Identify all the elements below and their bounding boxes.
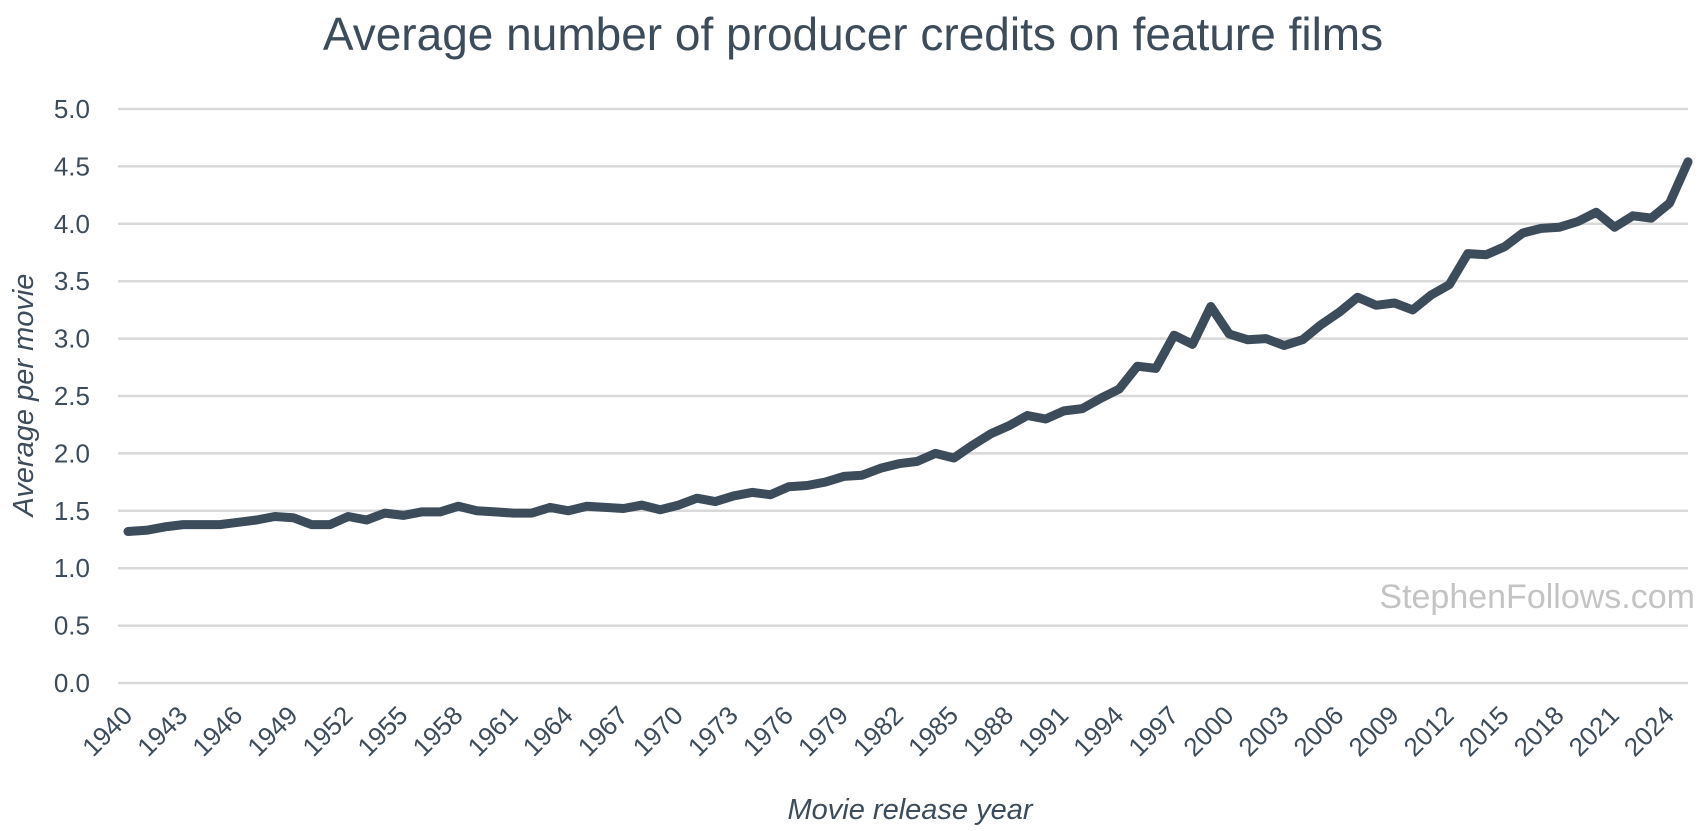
y-tick-label: 5.0 <box>54 94 90 124</box>
x-tick-label: 1973 <box>682 700 744 762</box>
x-tick-label: 1943 <box>131 700 193 762</box>
series-line-0 <box>123 157 1693 536</box>
y-tick-label: 2.5 <box>54 381 90 411</box>
x-tick-label: 1958 <box>406 700 468 762</box>
x-axis-ticks: 1940194319461949195219551958196119641967… <box>76 700 1680 762</box>
x-tick-label: 1997 <box>1122 700 1184 762</box>
chart-title: Average number of producer credits on fe… <box>323 8 1383 60</box>
watermark: StephenFollows.com <box>1379 578 1695 616</box>
x-tick-label: 1940 <box>76 700 138 762</box>
x-tick-label: 2012 <box>1398 700 1460 762</box>
x-tick-label: 2006 <box>1287 700 1349 762</box>
x-tick-label: 1952 <box>296 700 358 762</box>
series-layer <box>123 157 1693 536</box>
x-tick-label: 2021 <box>1563 700 1625 762</box>
x-tick-label: 2015 <box>1453 700 1515 762</box>
x-tick-label: 2018 <box>1508 700 1570 762</box>
gridlines <box>118 107 1688 685</box>
x-tick-label: 1961 <box>462 700 524 762</box>
x-tick-label: 1949 <box>241 700 303 762</box>
x-tick-label: 1979 <box>792 700 854 762</box>
x-tick-label: 1970 <box>627 700 689 762</box>
y-tick-label: 4.0 <box>54 209 90 239</box>
y-tick-label: 3.0 <box>54 324 90 354</box>
x-tick-label: 2000 <box>1177 700 1239 762</box>
y-tick-label: 2.0 <box>54 438 90 468</box>
y-tick-label: 4.5 <box>54 151 90 181</box>
x-tick-label: 1985 <box>902 700 964 762</box>
y-axis-ticks: 0.0 0.5 1.0 1.5 2.0 2.5 3.0 3.5 4.0 4.5 5.0 <box>54 94 90 698</box>
x-tick-label: 1967 <box>572 700 634 762</box>
x-tick-label: 1976 <box>737 700 799 762</box>
x-tick-label: 1994 <box>1067 700 1129 762</box>
y-tick-label: 1.5 <box>54 496 90 526</box>
y-tick-label: 0.5 <box>54 611 90 641</box>
x-tick-label: 1982 <box>847 700 909 762</box>
x-tick-label: 1964 <box>517 700 579 762</box>
x-tick-label: 1955 <box>351 700 413 762</box>
y-tick-label: 1.0 <box>54 553 90 583</box>
x-tick-label: 2003 <box>1232 700 1294 762</box>
y-tick-label: 0.0 <box>54 668 90 698</box>
x-tick-label: 1988 <box>957 700 1019 762</box>
y-tick-label: 3.5 <box>54 266 90 296</box>
x-axis-label: Movie release year <box>788 794 1034 826</box>
y-axis-label: Average per movie <box>8 274 40 519</box>
x-tick-label: 1991 <box>1012 700 1074 762</box>
x-tick-label: 1946 <box>186 700 248 762</box>
x-tick-label: 2024 <box>1618 700 1680 762</box>
x-tick-label: 2009 <box>1342 700 1404 762</box>
